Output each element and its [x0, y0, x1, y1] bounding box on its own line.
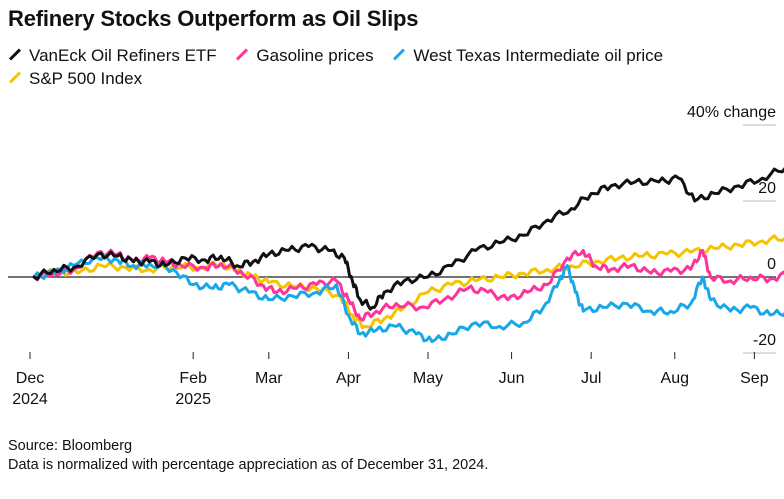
legend-label-wti: West Texas Intermediate oil price — [413, 46, 664, 65]
x-tick-label-5: Jun — [499, 370, 525, 387]
y-tick-label-0: 40% change — [687, 104, 776, 121]
y-axis-labels: 40% change 20 0 -20 — [687, 104, 776, 349]
series-line-west-texas-intermediate-oil-price — [32, 253, 784, 344]
legend-item-wti: West Texas Intermediate oil price — [392, 44, 663, 67]
x-tick-year-0: 2024 — [12, 391, 48, 408]
legend-label-sp500: S&P 500 Index — [29, 69, 143, 88]
x-tick-label-4: May — [413, 370, 443, 387]
legend-item-sp500: S&P 500 Index — [8, 67, 142, 90]
x-tick-label-1: Feb — [179, 370, 207, 387]
x-tick-label-7: Aug — [661, 370, 689, 387]
legend-item-vaneck: VanEck Oil Refiners ETF — [8, 44, 217, 67]
legend-label-gasoline: Gasoline prices — [256, 46, 374, 65]
x-tick-label-3: Apr — [336, 370, 362, 387]
x-tick-label-8: Sep — [740, 370, 769, 387]
y-tick-label-3: -20 — [753, 332, 776, 349]
grid-lines — [8, 124, 776, 354]
legend-item-gasoline: Gasoline prices — [235, 44, 374, 67]
x-tick-year-1: 2025 — [175, 391, 211, 408]
y-tick-label-2: 0 — [767, 256, 776, 273]
series-line-vaneck-oil-refiners-etf — [32, 167, 784, 311]
series-line-s-p-500-index — [32, 234, 784, 330]
normalization-note: Data is normalized with percentage appre… — [8, 457, 489, 473]
legend-label-vaneck: VanEck Oil Refiners ETF — [29, 46, 217, 65]
x-tick-label-0: Dec — [16, 370, 44, 387]
chart-title: Refinery Stocks Outperform as Oil Slips — [8, 6, 419, 31]
legend: VanEck Oil Refiners ETF Gasoline prices … — [8, 44, 778, 90]
source-note: Source: Bloomberg Data is normalized wit… — [8, 437, 488, 475]
source-text: Source: Bloomberg — [8, 438, 133, 454]
x-tick-label-6: Jul — [581, 370, 601, 387]
x-axis: Dec 2024 Feb 2025 Mar Apr May Jun Jul Aug Sep — [12, 352, 769, 408]
series-line-gasoline-prices — [32, 248, 784, 322]
x-tick-label-2: Mar — [255, 370, 283, 387]
y-tick-label-1: 20 — [758, 180, 776, 197]
series-lines — [32, 167, 784, 344]
